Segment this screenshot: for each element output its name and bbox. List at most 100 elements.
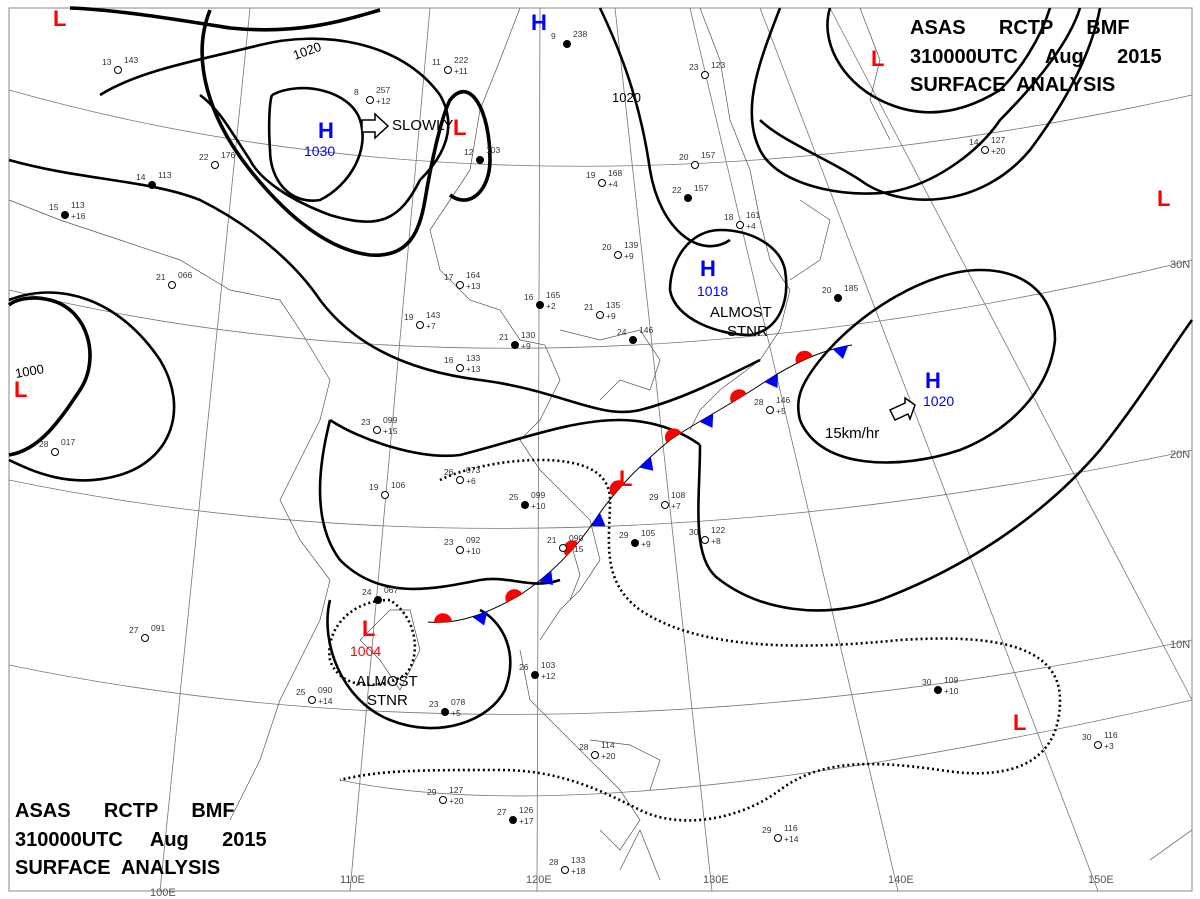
station-circle-icon <box>934 686 942 694</box>
station-pressure: 017 <box>61 437 75 447</box>
station-plot: 30 109+10 <box>922 675 959 696</box>
station-pressure: 165 <box>546 290 560 300</box>
low-center: L <box>871 46 884 71</box>
station-plot: 19 106 <box>369 480 405 499</box>
station-plot: 25 090+14 <box>296 685 333 706</box>
station-tendency: +3 <box>1104 741 1114 751</box>
station-pressure: 123 <box>711 60 725 70</box>
title-line: ASAS RCTP BMF <box>15 800 235 822</box>
station-plot: 22 176 <box>199 150 235 169</box>
station-plot: 23 078+5 <box>429 697 465 718</box>
station-plot: 15 113+16 <box>49 200 86 221</box>
station-circle-icon <box>563 40 571 48</box>
station-pressure: 176 <box>221 150 235 160</box>
station-temperature: 21 <box>499 332 509 342</box>
station-tendency: +10 <box>531 501 546 511</box>
station-temperature: 28 <box>754 397 764 407</box>
warm-front-semicircle <box>730 389 747 403</box>
station-temperature: 16 <box>524 292 534 302</box>
station-tendency: +10 <box>466 546 481 556</box>
station-temperature: 27 <box>497 807 507 817</box>
station-temperature: 30 <box>922 677 932 687</box>
low-center: L <box>619 466 632 491</box>
station-circle-icon <box>536 301 544 309</box>
station-temperature: 28 <box>549 857 559 867</box>
station-tendency: +5 <box>451 708 461 718</box>
station-plot: 21 066 <box>156 270 192 289</box>
station-plot: 19 143+7 <box>404 310 440 331</box>
station-plot: 19 168+4 <box>586 168 622 189</box>
lon-label: 100E <box>150 887 176 899</box>
station-pressure: 133 <box>466 353 480 363</box>
station-circle-icon <box>614 251 622 259</box>
station-circle-icon <box>511 341 519 349</box>
station-circle-icon <box>661 501 669 509</box>
title-line: SURFACE ANALYSIS <box>910 74 1116 96</box>
station-temperature: 19 <box>404 312 414 322</box>
station-plot: 25 099+10 <box>509 490 546 511</box>
lon-label: 140E <box>888 874 914 886</box>
station-temperature: 23 <box>689 62 699 72</box>
station-circle-icon <box>631 539 639 547</box>
station-temperature: 16 <box>444 355 454 365</box>
station-plot: 18 161+4 <box>724 210 760 231</box>
station-pressure: 066 <box>178 270 192 280</box>
station-circle-icon <box>559 544 567 552</box>
station-plot: 8 257+12 <box>354 85 391 106</box>
lon-label: 120E <box>526 874 552 886</box>
movement-label: STNR <box>727 323 768 340</box>
title-line: SURFACE ANALYSIS <box>15 857 221 879</box>
station-temperature: 22 <box>199 152 209 162</box>
station-circle-icon <box>441 708 449 716</box>
low-center: L <box>1013 710 1026 735</box>
station-tendency: +7 <box>671 501 681 511</box>
station-plot: 14 127+20 <box>969 135 1006 156</box>
station-circle-icon <box>114 66 122 74</box>
center-pressure: 1020 <box>923 393 954 409</box>
graticule <box>8 7 1193 892</box>
station-pressure: 164 <box>466 270 480 280</box>
isobar-label: 1000 <box>14 361 45 381</box>
isobars <box>7 6 1194 822</box>
warm-front-semicircle <box>609 480 625 497</box>
station-temperature: 15 <box>49 202 59 212</box>
station-plot: 29 108+7 <box>649 490 685 511</box>
title-line: 310000UTC Aug 2015 <box>15 828 267 851</box>
station-temperature: 21 <box>584 302 594 312</box>
cold-front-triangle <box>472 611 488 626</box>
movement-arrow-icon <box>361 112 390 140</box>
warm-front-semicircle <box>563 540 579 557</box>
station-pressure: 105 <box>641 528 655 538</box>
station-temperature: 25 <box>296 687 306 697</box>
station-circle-icon <box>374 596 382 604</box>
station-temperature: 17 <box>444 272 454 282</box>
station-temperature: 12 <box>464 147 474 157</box>
station-plot: 28 146+5 <box>754 395 790 416</box>
high-center: H <box>531 10 547 35</box>
station-pressure: 126 <box>519 805 533 815</box>
warm-front-semicircle <box>795 350 813 364</box>
station-tendency: +14 <box>784 834 799 844</box>
station-temperature: 14 <box>136 172 146 182</box>
station-pressure: 103 <box>486 145 500 155</box>
station-pressure: 067 <box>384 585 398 595</box>
low-center: L <box>53 6 66 31</box>
station-pressure: 143 <box>426 310 440 320</box>
station-pressure: 257 <box>376 85 390 95</box>
station-pressure: 091 <box>151 623 165 633</box>
station-temperature: 26 <box>519 662 529 672</box>
station-temperature: 26 <box>444 467 454 477</box>
station-tendency: +9 <box>521 341 531 351</box>
station-tendency: +6 <box>466 476 476 486</box>
station-circle-icon <box>141 634 149 642</box>
station-tendency: +9 <box>641 539 651 549</box>
map-title-bottom: ASAS RCTP BMF 310000UTC Aug 2015 SURFACE A… <box>15 797 267 883</box>
station-circle-icon <box>596 311 604 319</box>
station-pressure: 090 <box>318 685 332 695</box>
station-temperature: 18 <box>724 212 734 222</box>
cold-front-triangle <box>539 570 553 586</box>
station-circle-icon <box>148 181 156 189</box>
station-pressure: 116 <box>784 823 798 833</box>
station-plot: 21 130+9 <box>499 330 535 351</box>
